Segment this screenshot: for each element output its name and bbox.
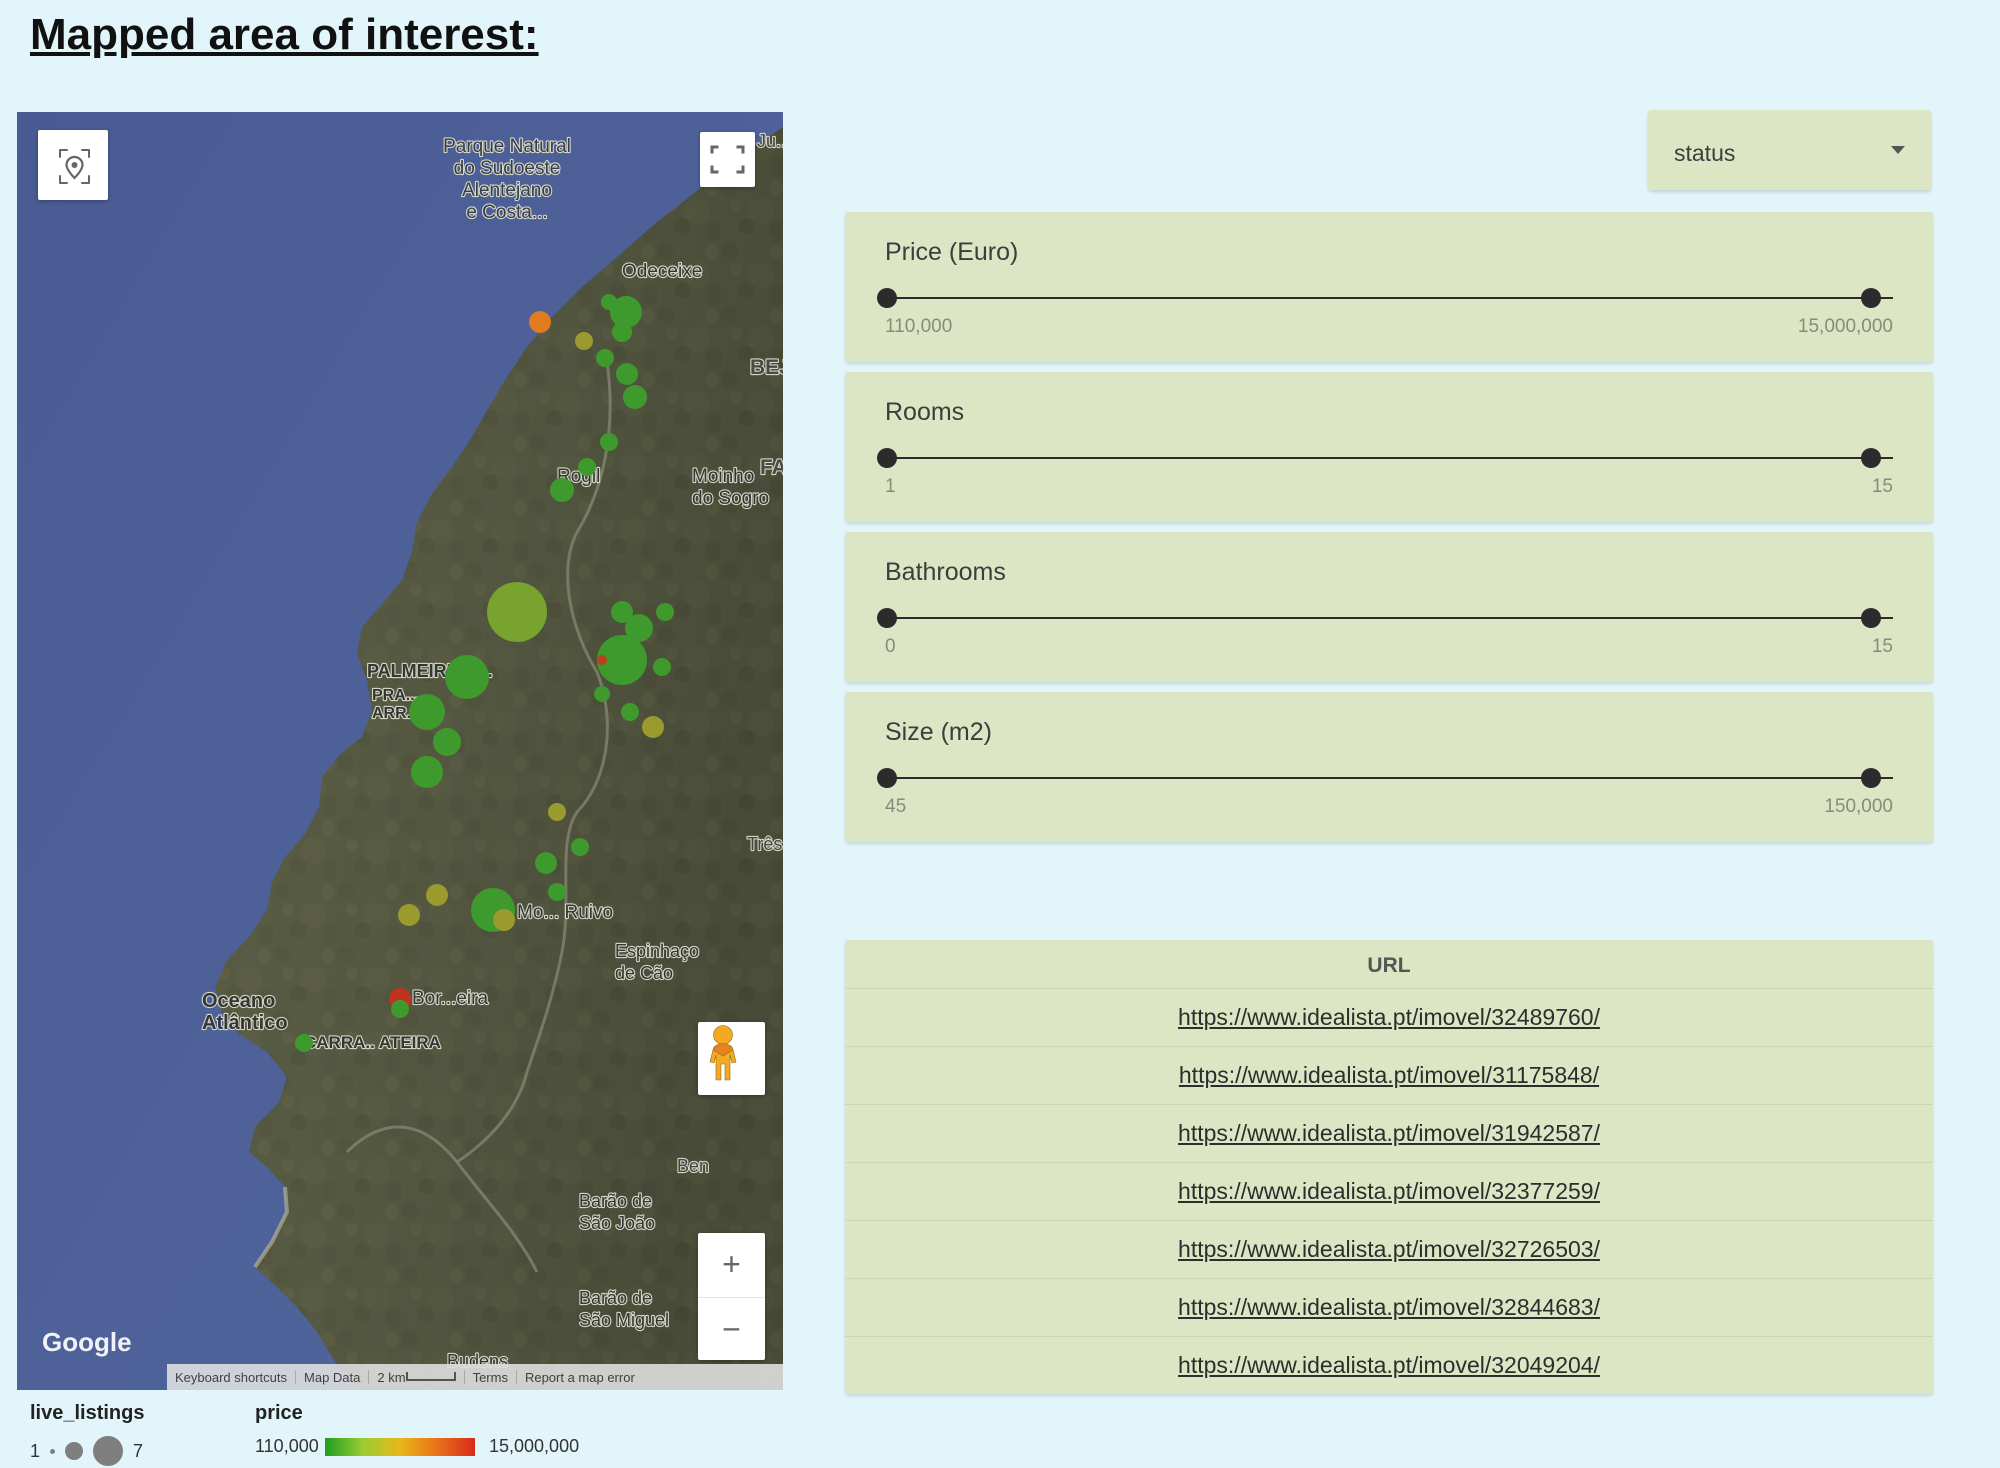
svg-text:Bor...eira: Bor...eira [412, 988, 488, 1009]
svg-text:Ju...o: Ju...o [757, 131, 783, 151]
svg-text:de Cão: de Cão [615, 963, 673, 983]
svg-text:Odeceixe: Odeceixe [622, 261, 702, 282]
svg-text:FARO: FARO [760, 456, 783, 479]
svg-text:BEJA: BEJA [750, 356, 783, 379]
svg-text:e Costa...: e Costa... [466, 202, 547, 223]
svg-text:Mo... Ruivo: Mo... Ruivo [517, 902, 613, 923]
svg-text:CARRA.. ATEIRA: CARRA.. ATEIRA [304, 1033, 441, 1052]
svg-text:Alentejano: Alentejano [462, 180, 552, 201]
svg-text:Barão de: Barão de [579, 1191, 652, 1211]
svg-text:Parque Natural: Parque Natural [443, 136, 571, 157]
svg-text:Atlântico: Atlântico [202, 1012, 288, 1034]
svg-text:Ben: Ben [677, 1156, 709, 1176]
svg-text:Oceano: Oceano [202, 990, 275, 1012]
svg-text:Moinho: Moinho [692, 466, 754, 487]
svg-text:Três Figo...: Três Figo... [747, 834, 783, 854]
svg-text:São João: São João [579, 1213, 655, 1233]
svg-text:São Miguel: São Miguel [579, 1310, 669, 1330]
svg-text:Espinhaço: Espinhaço [615, 941, 699, 961]
svg-text:PRA...: PRA... [372, 687, 419, 704]
svg-text:do Sogro: do Sogro [692, 488, 769, 509]
svg-text:Barão de: Barão de [579, 1288, 652, 1308]
svg-text:do Sudoeste: do Sudoeste [454, 158, 561, 179]
